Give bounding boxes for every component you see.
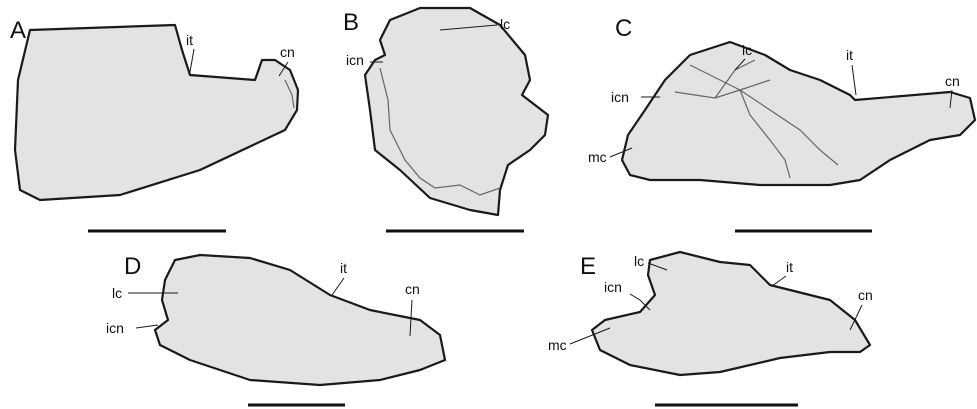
bone-outline	[622, 42, 975, 185]
bone-outline	[365, 8, 548, 215]
panel-letter: B	[343, 9, 359, 36]
label: it	[340, 260, 347, 276]
panel-d: D lc icn it cn	[106, 253, 445, 405]
label: it	[846, 47, 853, 63]
label: mc	[548, 337, 567, 353]
label: lc	[500, 16, 510, 32]
panel-e: E lc icn it cn mc	[548, 252, 873, 405]
bone-outline	[592, 252, 870, 375]
label: cn	[405, 281, 420, 297]
label: mc	[588, 149, 607, 165]
leader-line	[772, 276, 786, 286]
label: cn	[280, 44, 295, 60]
label: it	[186, 32, 193, 48]
leader-line	[136, 325, 158, 328]
label: icn	[106, 320, 124, 336]
bone-outline	[155, 255, 445, 385]
label: lc	[634, 253, 644, 269]
leader-line	[630, 294, 650, 310]
bone-outline	[15, 25, 298, 200]
panel-letter: D	[124, 253, 141, 280]
panel-a: A it cn	[10, 17, 298, 231]
panel-letter: E	[580, 253, 596, 280]
panel-c: C lc it icn cn mc	[588, 15, 975, 231]
label: icn	[346, 52, 364, 68]
label: cn	[858, 287, 873, 303]
label: lc	[112, 285, 122, 301]
panel-letter: A	[10, 17, 26, 44]
leader-line	[190, 49, 194, 72]
figure: A it cn B lc icn C lc it icn cn mc	[0, 0, 977, 409]
label: icn	[604, 279, 622, 295]
label: cn	[945, 73, 960, 89]
label: it	[786, 259, 793, 275]
label: icn	[611, 89, 629, 105]
label: lc	[742, 42, 752, 58]
leader-line	[852, 65, 856, 95]
panel-letter: C	[615, 15, 632, 42]
panel-b: B lc icn	[343, 8, 548, 231]
leader-line	[332, 278, 344, 295]
